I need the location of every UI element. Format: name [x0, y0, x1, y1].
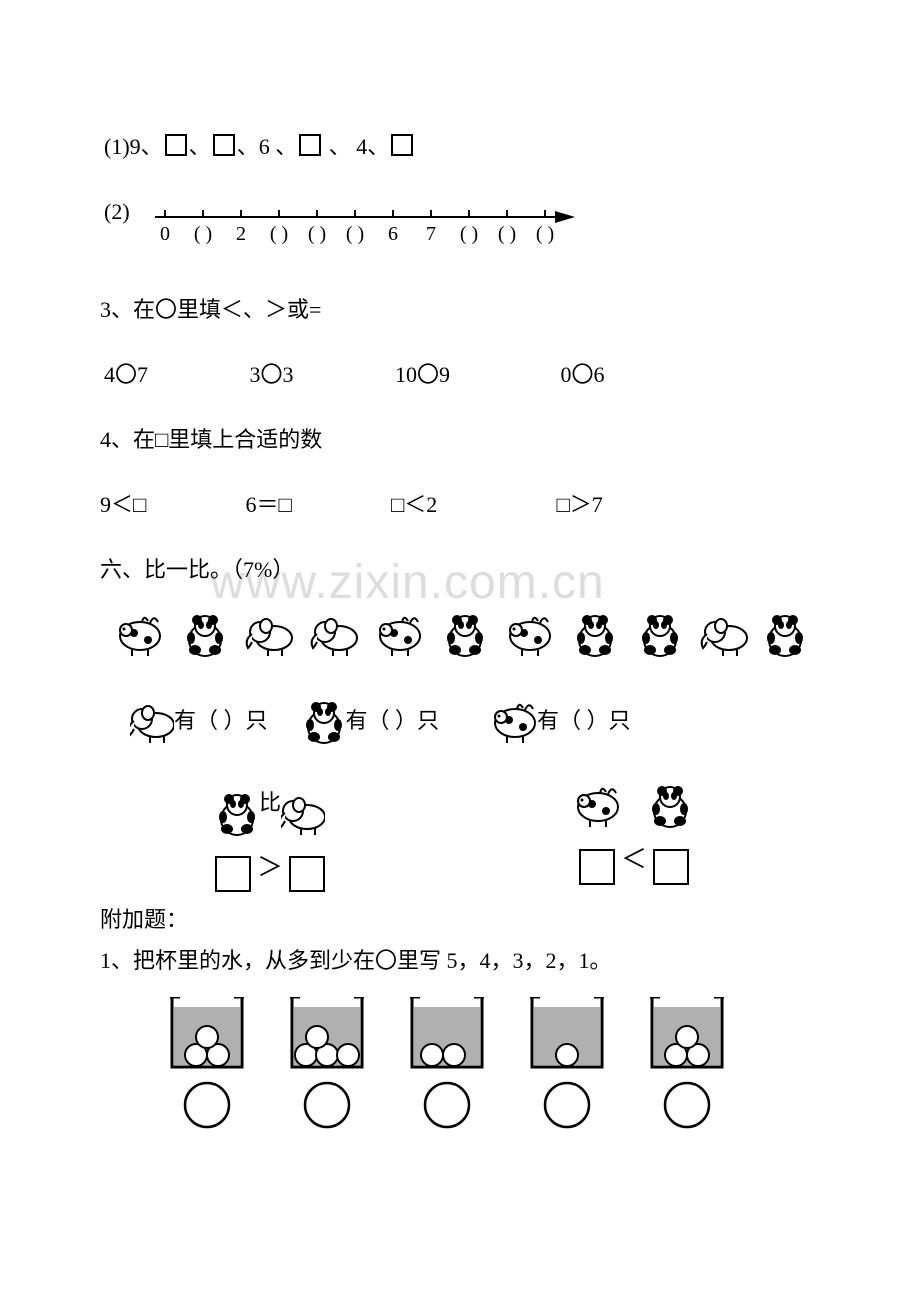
- extra-q1: 1、把杯里的水，从多到少在〇里写 5，4，3，2，1。: [100, 944, 820, 977]
- q1-s2: 、6 、: [237, 134, 298, 159]
- nl-9: ( ): [498, 223, 516, 245]
- elephant-icon: [130, 703, 174, 743]
- q4-items: 9＜□ 6＝□ □＜2 □＞7: [100, 488, 820, 521]
- q1-s0: 9、: [130, 134, 163, 159]
- q4-i0: 9＜□: [100, 488, 240, 521]
- blank-box: [213, 134, 235, 156]
- blank-box: [653, 849, 689, 885]
- q3-i3: 0〇6: [561, 358, 605, 391]
- q6-title: 六、比一比。（7%）: [100, 553, 820, 586]
- nl-0: 0: [160, 223, 170, 245]
- panda-icon: [648, 785, 692, 829]
- bi-text: 比: [259, 790, 281, 815]
- elephant-icon: [281, 795, 325, 835]
- q1-label: (1): [104, 134, 130, 159]
- nl-6: 6: [388, 223, 398, 245]
- blank-box: [215, 856, 251, 892]
- nl-2: 2: [236, 223, 246, 245]
- nl-1: ( ): [194, 223, 212, 245]
- cups-row: [100, 997, 820, 1142]
- has-text: 有（ ）只: [174, 709, 268, 734]
- q4-title: 4、在□里填上合适的数: [100, 423, 820, 456]
- panda-icon: [215, 793, 259, 837]
- cow-icon: [576, 787, 620, 827]
- q4-i1: 6＝□: [246, 488, 386, 521]
- nl-10: ( ): [536, 223, 554, 245]
- q3-i0: 4〇7: [104, 358, 244, 391]
- nl-3: ( ): [270, 223, 288, 245]
- nl-8: ( ): [460, 223, 478, 245]
- cow-icon: [493, 703, 537, 743]
- has-text: 有（ ）只: [346, 709, 440, 734]
- panda-icon: [302, 701, 346, 745]
- gt-text: ＞: [257, 853, 283, 882]
- lt-text: ＜: [621, 845, 647, 874]
- number-line: 0 ( ) 2 ( ) ( ) ( ) 6 7 ( ) ( ) ( ): [145, 202, 585, 261]
- q3-i2: 10〇9: [395, 358, 555, 391]
- has-text: 有（ ）只: [537, 709, 631, 734]
- compare-row: 比 ＞ ＜: [100, 785, 820, 892]
- q4-i2: □＜2: [391, 488, 551, 521]
- blank-box: [299, 134, 321, 156]
- blank-box: [289, 856, 325, 892]
- nl-4: ( ): [308, 223, 326, 245]
- q2-line: (2): [100, 195, 820, 261]
- q1-s1: 、: [189, 134, 211, 159]
- q3-i1: 3〇3: [250, 358, 390, 391]
- q1-s3: 、 4、: [323, 134, 389, 159]
- animal-row: [100, 606, 820, 671]
- blank-box: [391, 134, 413, 156]
- q4-i3: □＞7: [557, 488, 603, 521]
- nl-5: ( ): [346, 223, 364, 245]
- nl-7: 7: [426, 223, 436, 245]
- q2-label: (2): [104, 199, 130, 224]
- q3-items: 4〇7 3〇3 10〇9 0〇6: [100, 358, 820, 391]
- blank-box: [165, 134, 187, 156]
- q1-line: (1)9、 、 、6 、 、 4、: [100, 130, 820, 163]
- extra-label: 附加题：: [100, 902, 820, 934]
- q3-title: 3、在〇里填＜、＞或=: [100, 293, 820, 326]
- blank-box: [579, 849, 615, 885]
- count-row: 有（ ）只 有（ ）只 有（ ）只: [100, 701, 820, 745]
